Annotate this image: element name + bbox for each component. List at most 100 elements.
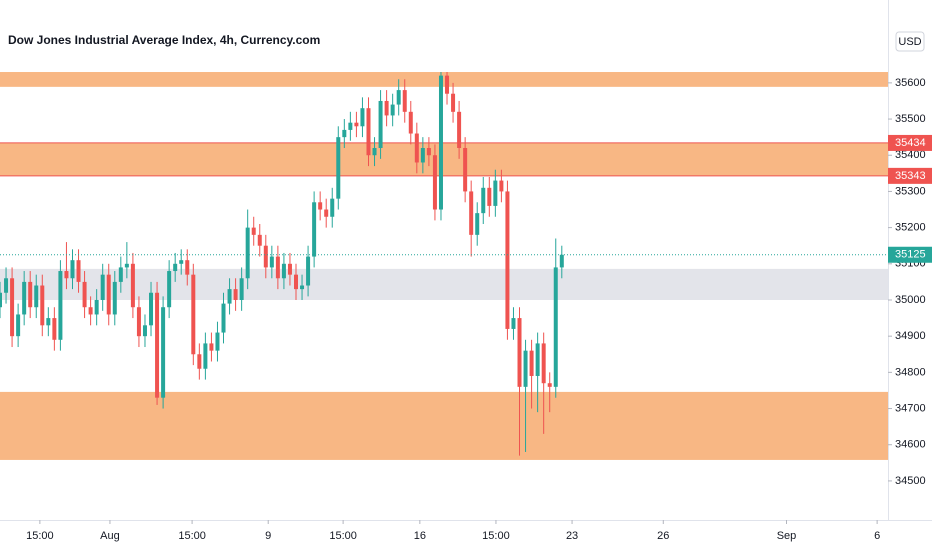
candle-body — [287, 263, 292, 275]
candle-body — [142, 325, 147, 337]
x-tick-label: Aug — [100, 530, 120, 542]
candle-body — [4, 278, 9, 293]
candle-body — [372, 148, 377, 156]
candle-body — [251, 227, 256, 235]
y-tick-label: 35500 — [895, 113, 926, 125]
candle-body — [342, 129, 347, 138]
candle-body — [76, 260, 81, 282]
candle-body — [112, 281, 117, 315]
y-tick-label: 35000 — [895, 294, 926, 306]
candle-body — [559, 254, 564, 268]
candle-body — [294, 274, 298, 290]
x-tick-label: 15:00 — [482, 530, 510, 542]
x-tick-label: 15:00 — [329, 530, 357, 542]
candle-body — [306, 256, 311, 286]
candle-body — [88, 307, 93, 315]
candle-body — [505, 191, 510, 329]
candle-body — [82, 281, 87, 308]
candle-body — [366, 108, 371, 156]
candle-body — [118, 267, 123, 282]
candle-body — [70, 260, 75, 279]
candle-body — [426, 148, 431, 156]
candle-body — [457, 111, 462, 149]
candle-body — [529, 350, 534, 376]
candle-body — [481, 187, 486, 214]
candle-body — [547, 383, 552, 387]
candle-body — [487, 187, 492, 206]
candle-body — [215, 332, 220, 351]
candle-body — [318, 202, 323, 210]
candle-body — [523, 350, 528, 387]
chart-title: Dow Jones Industrial Average Index, 4h, … — [8, 33, 320, 47]
y-tick-label: 34600 — [895, 439, 926, 451]
y-tick-label: 35200 — [895, 222, 926, 234]
zone — [0, 391, 888, 460]
candle-body — [493, 180, 498, 206]
candle-body — [348, 122, 353, 130]
candle-body — [221, 303, 226, 333]
last-price-badge — [888, 246, 932, 263]
candle-body — [257, 234, 262, 246]
zone-price-label: 35434 — [895, 137, 926, 149]
y-tick-label: 34700 — [895, 402, 926, 414]
y-tick-label: 35400 — [895, 149, 926, 161]
candle-body — [106, 274, 111, 315]
currency-badge — [895, 31, 925, 52]
candle-body — [185, 260, 190, 275]
y-tick-label: 34500 — [895, 475, 926, 487]
candle-body — [390, 104, 395, 116]
candle-body — [402, 90, 407, 112]
candle-body — [28, 281, 33, 308]
candle-body — [64, 271, 69, 279]
candle-body — [517, 318, 522, 387]
candle-body — [197, 354, 202, 369]
candle-body — [312, 202, 317, 257]
last-price-label: 35125 — [895, 249, 926, 261]
candle-body — [420, 148, 425, 163]
candle-body — [94, 299, 99, 315]
x-tick-label: 26 — [657, 530, 669, 542]
x-tick-label: Sep — [777, 530, 797, 542]
candle-body — [173, 263, 178, 272]
candle-body — [161, 307, 166, 398]
candle-body — [414, 133, 419, 163]
candle-body — [535, 343, 540, 376]
candle-body — [209, 343, 214, 351]
candle-body — [58, 271, 63, 340]
candle-body — [408, 111, 413, 134]
x-tick-label: 15:00 — [178, 530, 206, 542]
candle-body — [438, 75, 443, 210]
axis-overlay: 3450034600347003480034900350003510035200… — [26, 77, 932, 542]
x-tick-label: 9 — [265, 530, 271, 542]
candle-body — [378, 100, 383, 149]
candle-body — [167, 271, 172, 308]
candle-body — [100, 274, 105, 300]
candle-body — [191, 274, 196, 355]
candle-body — [124, 263, 129, 268]
zone — [0, 142, 888, 176]
plot-area — [0, 72, 888, 460]
candle-body — [451, 93, 456, 112]
zone-price-badge — [888, 134, 932, 151]
candle-body — [149, 292, 154, 326]
zone — [0, 72, 888, 87]
candle-body — [40, 285, 45, 326]
candle-body — [34, 285, 39, 308]
candle-body — [155, 292, 160, 398]
candle-body — [432, 155, 437, 210]
candle-body — [0, 292, 2, 308]
y-tick-label: 34900 — [895, 330, 926, 342]
candle-body — [16, 314, 21, 337]
candle-body — [46, 318, 51, 326]
y-tick-label: 35300 — [895, 185, 926, 197]
candle-body — [263, 245, 268, 268]
candle-body — [239, 278, 244, 300]
x-tick-label: 23 — [566, 530, 578, 542]
candle-body — [203, 343, 208, 369]
candle-body — [511, 318, 516, 329]
zone — [0, 268, 888, 300]
candle-body — [396, 90, 401, 105]
candle-body — [245, 227, 250, 279]
candle-body — [22, 281, 27, 315]
